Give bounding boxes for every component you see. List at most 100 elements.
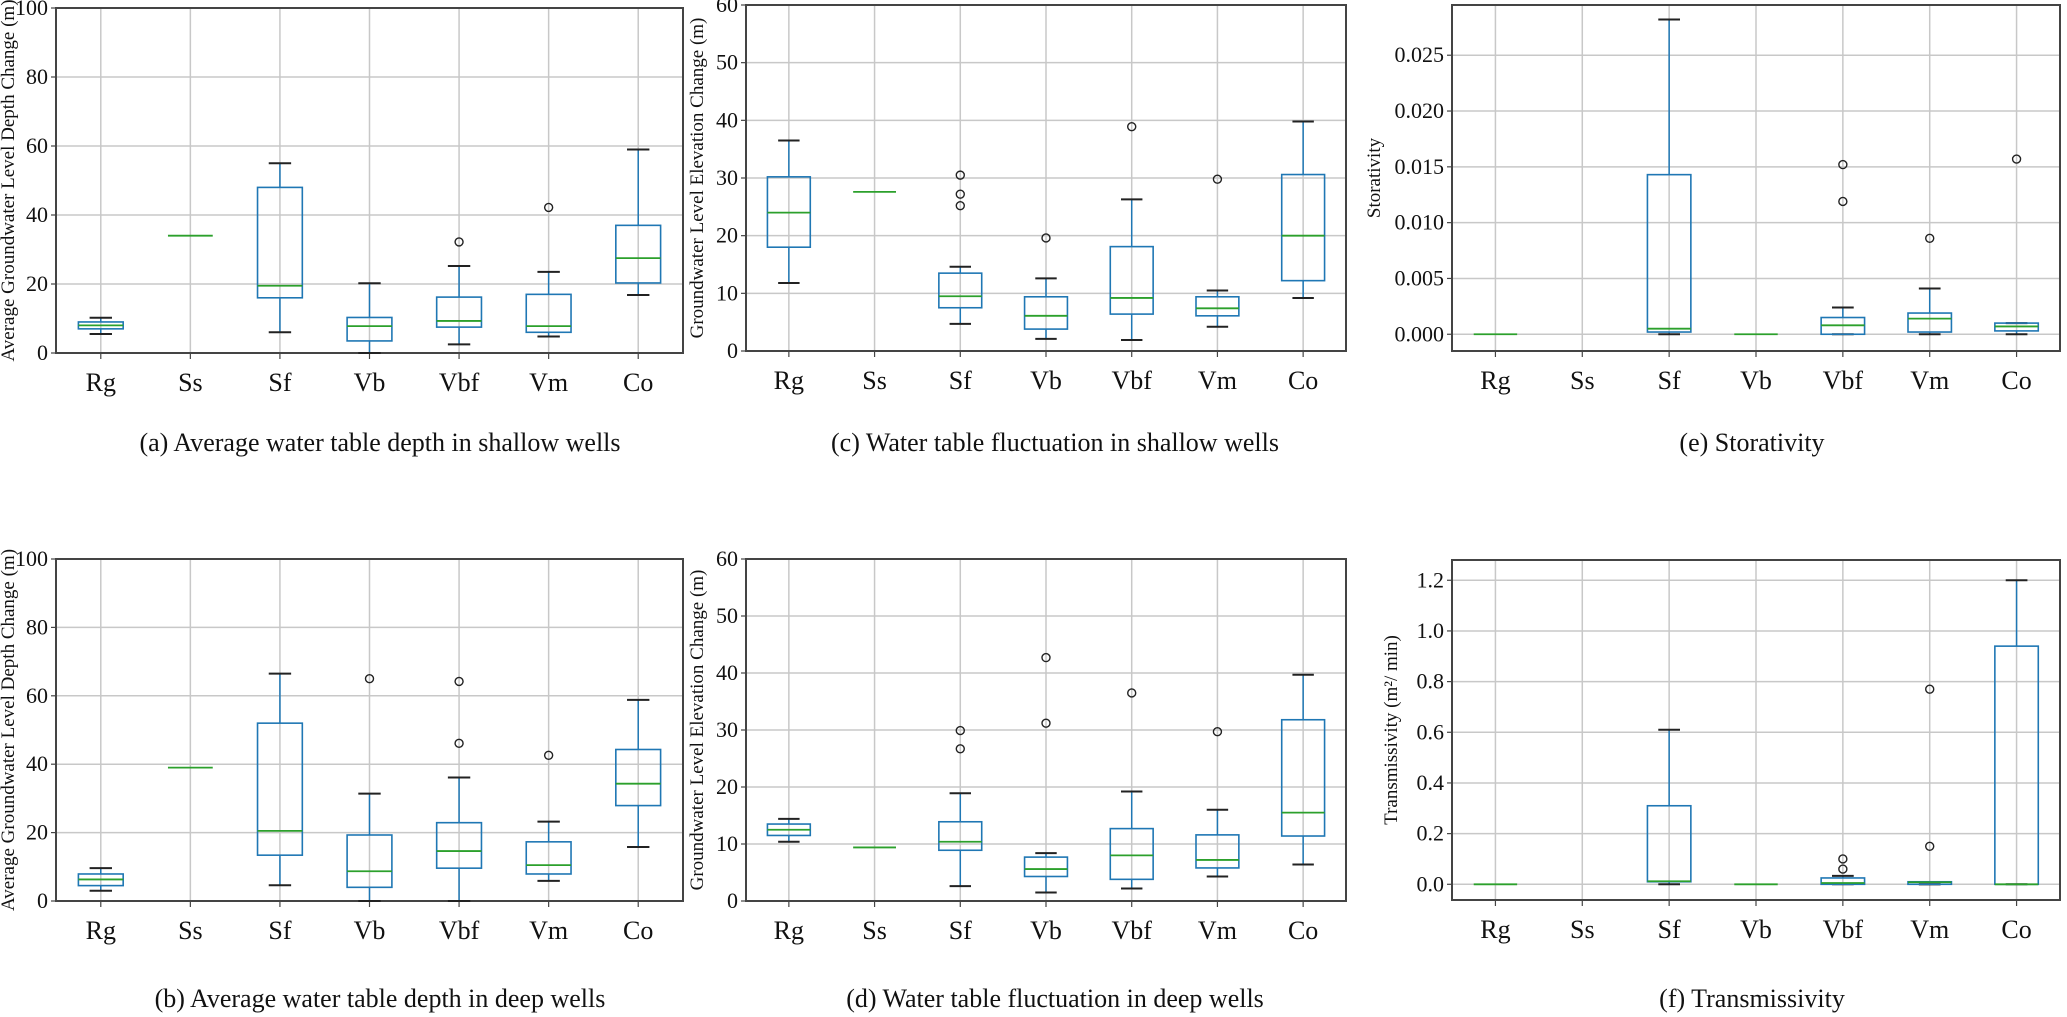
x-tick-label: Ss — [1570, 366, 1595, 395]
x-tick-label: Co — [623, 916, 653, 945]
axes-frame — [1451, 4, 2061, 352]
outlier-point — [955, 744, 965, 754]
x-tick-label: Rg — [774, 916, 804, 945]
y-tick-label: 60 — [716, 546, 738, 571]
box-iqr — [1109, 827, 1154, 881]
grid-lines — [746, 558, 1346, 902]
box-iqr — [256, 722, 304, 856]
box-vm — [1195, 174, 1240, 328]
y-tick-label: 40 — [716, 107, 738, 132]
x-tick-label: Vm — [1198, 916, 1237, 945]
box-iqr — [435, 296, 483, 328]
outlier-point — [1041, 652, 1051, 663]
outlier-point — [1838, 854, 1848, 864]
outlier-point — [1212, 174, 1223, 184]
panel-c: 0 10 20 30 40 50 60 Rg Ss Sf Vb Vbf Vm Co (c) Water ta… — [687, 0, 1347, 457]
panel-e: 0.000 0.005 0.010 0.015 0.020 0.025 Rg Ss Sf Vb Vb… — [1364, 4, 2061, 457]
box-iqr — [1820, 877, 1866, 886]
outlier-point — [1127, 688, 1137, 698]
y-tick-label: 0 — [727, 888, 738, 913]
box-iqr — [525, 293, 572, 334]
box-rg — [77, 867, 124, 892]
axes-frame — [1451, 559, 2061, 901]
x-tick-label: Sf — [1658, 915, 1681, 944]
box-co — [1280, 673, 1326, 866]
x-tick-label: Vb — [1030, 366, 1062, 395]
x-tick-label: Vm — [529, 368, 568, 397]
x-tick-label: Vbf — [439, 916, 480, 945]
y-tick-label: 20 — [716, 774, 738, 799]
axes-frame — [745, 558, 1347, 902]
box-iqr — [615, 224, 662, 284]
x-tick-label: Vbf — [1823, 366, 1864, 395]
x-tick-label: Vm — [1910, 366, 1949, 395]
box-iqr — [256, 186, 304, 299]
box-iqr — [1195, 834, 1240, 869]
box-vbf — [1820, 854, 1866, 886]
box-iqr — [938, 820, 983, 852]
x-tick-label: Rg — [86, 368, 116, 397]
box-vm — [1907, 233, 1953, 336]
box-iqr — [1195, 295, 1240, 317]
y-tick-label: 60 — [26, 133, 48, 158]
x-tick-label: Vb — [1030, 916, 1062, 945]
outlier-point — [543, 202, 554, 213]
x-tick-label: Vm — [1198, 366, 1237, 395]
box-sf — [1646, 18, 1692, 336]
outlier-point — [1925, 233, 1935, 243]
outlier-point — [1212, 727, 1223, 737]
x-tick-label: Vb — [354, 368, 386, 397]
y-tick-label: 40 — [26, 751, 48, 776]
ylabel-b: Average Groundwater Level Depth Change (… — [0, 549, 19, 911]
caption-f: (f) Transmissivity — [1659, 984, 1845, 1013]
ylabel-d: Groundwater Level Elevation Change (m) — [687, 570, 708, 891]
outlier-point — [543, 750, 554, 761]
box-vb — [1023, 233, 1069, 340]
box-iqr — [938, 272, 983, 309]
y-tick-label: 40 — [716, 660, 738, 685]
outlier-point — [1925, 841, 1935, 851]
x-tick-label: Vbf — [439, 368, 480, 397]
panel-b: 0 20 40 60 80 100 Rg Ss Sf Vb Vbf Vm Co (b) Average w… — [0, 546, 684, 1013]
grid-lines — [746, 4, 1346, 352]
y-tick-label: 50 — [716, 603, 738, 628]
y-tick-label: 40 — [26, 202, 48, 227]
y-tick-label: 20 — [26, 271, 48, 296]
y-tick-label: 0 — [727, 338, 738, 363]
panel-a: 0 20 40 60 80 100 Rg Ss Sf Vb Vbf Vm Co (a) Average w… — [0, 0, 684, 457]
box-vbf — [1109, 121, 1154, 342]
outlier-point — [2011, 154, 2022, 164]
x-tick-label: Sf — [268, 916, 291, 945]
box-sf — [256, 672, 304, 887]
y-tick-label: 60 — [26, 683, 48, 708]
box-vbf — [1109, 688, 1154, 890]
y-tick-label: 0.010 — [1395, 210, 1445, 235]
box-rg — [766, 817, 812, 843]
x-tick-label: Ss — [862, 366, 887, 395]
y-tick-label: 20 — [26, 820, 48, 845]
box-iqr — [435, 821, 483, 869]
caption-c: (c) Water table fluctuation in shallow w… — [831, 428, 1279, 457]
caption-a: (a) Average water table depth in shallow… — [139, 428, 620, 457]
y-tick-label: 0.000 — [1395, 321, 1445, 346]
box-vb — [346, 282, 393, 354]
y-tick-label: 0.4 — [1417, 770, 1445, 795]
x-tick-label: Sf — [949, 916, 972, 945]
box-iqr — [1646, 173, 1692, 333]
y-tick-label: 0 — [37, 888, 48, 913]
y-tick-label: 0.020 — [1395, 98, 1445, 123]
y-tick-label: 0 — [37, 340, 48, 365]
x-tick-label: Ss — [178, 916, 203, 945]
box-iqr — [1109, 245, 1154, 315]
y-tick-label: 0.025 — [1395, 42, 1445, 67]
caption-b: (b) Average water table depth in deep we… — [155, 984, 606, 1013]
y-tick-label: 0.6 — [1417, 719, 1445, 744]
x-tick-label: Co — [1288, 366, 1318, 395]
x-tick-label: Sf — [1658, 366, 1681, 395]
box-iqr — [1023, 295, 1069, 330]
x-tick-label: Co — [1288, 916, 1318, 945]
panel-f: 0.0 0.2 0.4 0.6 0.8 1.0 1.2 Rg Ss Sf Vb Vbf Vm Co (f) … — [1381, 559, 2061, 1013]
box-iqr — [1907, 312, 1953, 333]
x-tick-label: Vb — [1740, 366, 1772, 395]
